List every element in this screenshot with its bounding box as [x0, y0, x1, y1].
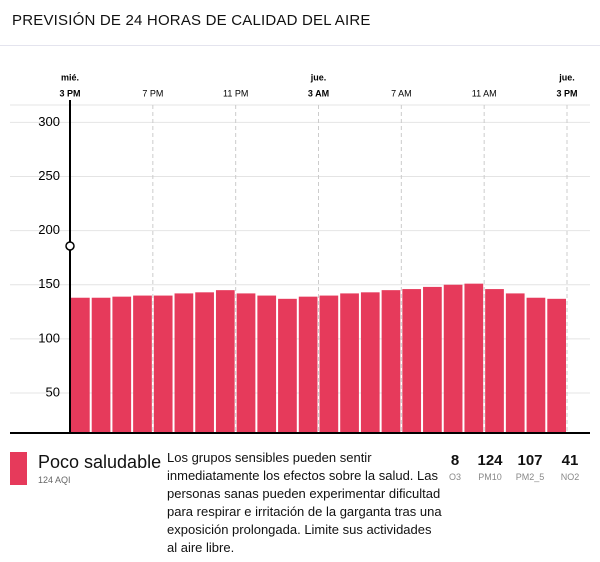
bar — [381, 290, 401, 432]
bar — [360, 292, 380, 432]
x-tick-label: 11 AM — [472, 88, 497, 98]
x-tick-day: mié. — [61, 72, 79, 82]
bar — [340, 293, 359, 432]
x-tick-day: jue. — [558, 72, 575, 82]
pollutant: 8 O3 — [433, 452, 477, 482]
pollutant-value: 8 — [450, 452, 460, 469]
pollutant-name: NO2 — [560, 472, 580, 482]
bar — [423, 286, 442, 432]
bar — [174, 293, 194, 432]
bar — [526, 297, 546, 432]
bar — [443, 284, 463, 432]
category: Poco saludable — [38, 452, 162, 472]
bar — [215, 290, 235, 432]
bar — [91, 297, 111, 432]
x-tick-label: 7 AM — [391, 88, 412, 98]
y-tick-label: 250 — [38, 168, 60, 183]
x-tick-label: 11 PM — [223, 88, 248, 98]
separator — [0, 45, 600, 46]
bar — [547, 298, 566, 432]
bar — [464, 283, 484, 432]
x-tick-label: 3 AM — [308, 88, 329, 98]
bar — [133, 295, 152, 432]
y-tick-label: 200 — [38, 222, 60, 237]
pollutant-name: O3 — [448, 472, 461, 482]
category-swatch — [10, 452, 27, 485]
pollutant-name: PM10 — [478, 472, 502, 482]
title: PREVISIÓN DE 24 HORAS DE CALIDAD DEL AIR… — [12, 12, 371, 29]
bar — [153, 295, 173, 432]
pollutant-value: 124 — [477, 452, 503, 469]
y-tick-label: 300 — [38, 114, 60, 129]
bar — [402, 289, 422, 432]
pollutant-name: PM2_5 — [515, 472, 545, 482]
chart: 50 100 150 200 250 300 mié. 3 PM 7 PM 11 PM jue. 3 … — [10, 72, 590, 434]
now-marker — [65, 241, 75, 251]
bar — [195, 292, 214, 432]
bar — [298, 296, 318, 432]
pollutant: 107 PM2_5 — [508, 452, 552, 482]
x-tick-day: jue. — [310, 72, 327, 82]
pollutant: 41 NO2 — [548, 452, 592, 482]
bar — [319, 295, 339, 432]
bar — [236, 293, 256, 432]
pollutant: 124 PM10 — [468, 452, 512, 482]
description: Los grupos sensibles pueden sentir inmed… — [167, 450, 442, 555]
pollutant-value: 41 — [561, 452, 579, 469]
bar — [505, 293, 525, 432]
aqi: 124 AQI — [38, 475, 71, 485]
y-tick-label: 50 — [46, 384, 60, 399]
y-tick-label: 100 — [38, 330, 60, 345]
x-tick-label: 3 PM — [59, 88, 80, 98]
x-tick-label: 7 PM — [142, 88, 163, 98]
bar — [257, 295, 277, 432]
bar — [71, 297, 90, 432]
bar — [278, 298, 297, 432]
pollutant-value: 107 — [517, 452, 543, 469]
x-tick-label: 3 PM — [556, 88, 577, 98]
bar — [112, 296, 132, 432]
y-tick-label: 150 — [38, 276, 60, 291]
bar — [485, 289, 504, 432]
